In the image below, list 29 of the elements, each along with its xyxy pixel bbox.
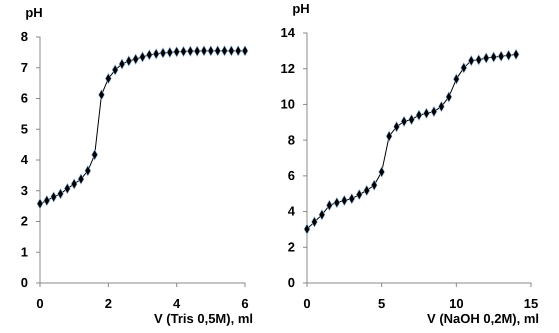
y-tick-label: 2	[20, 214, 28, 229]
y-tick-label: 8	[288, 132, 295, 148]
y-axis-title: pH	[292, 1, 310, 16]
y-tick-label: 0	[288, 275, 295, 290]
y-tick-label: 12	[280, 60, 295, 76]
y-tick-label: 5	[20, 121, 28, 136]
y-tick-label: 6	[20, 90, 28, 106]
x-tick-label: 10	[449, 296, 464, 312]
y-tick-label: 14	[280, 25, 296, 40]
x-axis-title: V (Tris 0,5M), ml	[154, 311, 253, 326]
x-tick-label: 0	[36, 296, 44, 312]
y-tick-label: 1	[20, 244, 28, 260]
y-tick-label: 3	[20, 182, 28, 198]
y-tick-label: 7	[20, 60, 28, 75]
y-axis-title: pH	[25, 5, 43, 20]
x-tick-label: 15	[524, 296, 538, 312]
y-tick-label: 0	[20, 275, 28, 290]
x-tick-label: 0	[303, 296, 311, 312]
y-tick-label: 10	[280, 96, 295, 112]
x-tick-label: 5	[378, 296, 386, 312]
x-tick-label: 6	[241, 296, 249, 312]
x-tick-label: 4	[173, 296, 182, 312]
y-tick-label: 6	[288, 168, 295, 184]
y-tick-label: 4	[288, 204, 296, 219]
x-tick-label: 2	[104, 296, 112, 312]
y-tick-label: 2	[288, 239, 295, 254]
x-axis-title: V (NaOH 0,2M), ml	[427, 311, 539, 326]
y-tick-label: 8	[20, 29, 28, 44]
y-tick-label: 4	[20, 152, 29, 168]
